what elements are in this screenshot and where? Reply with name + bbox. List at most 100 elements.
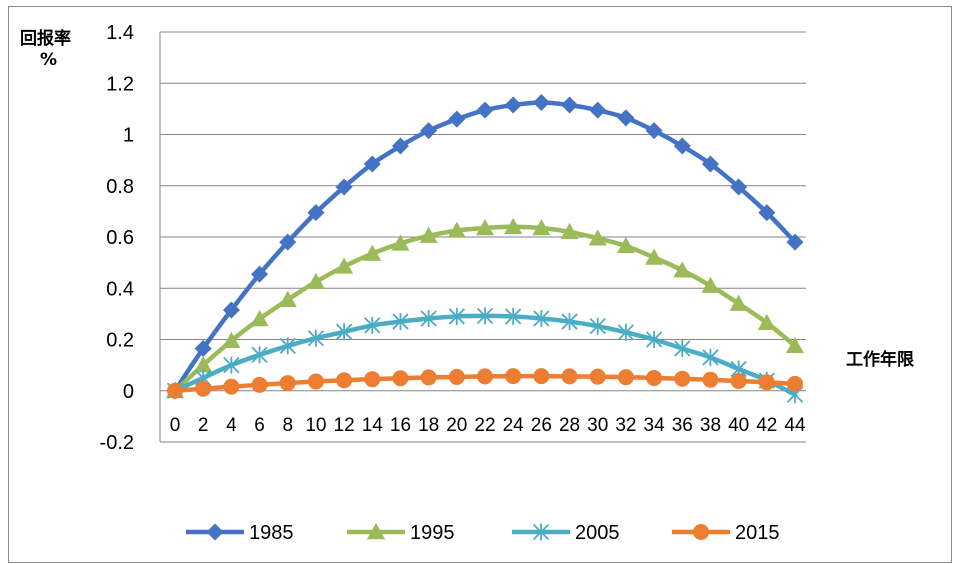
x-tick-label: 26	[531, 415, 552, 436]
point-1995	[250, 310, 269, 327]
point-2005	[617, 323, 635, 341]
legend-item-1985: 1985	[186, 522, 294, 544]
x-tick-label: 20	[446, 415, 467, 436]
point-1985	[251, 265, 269, 283]
x-tick-label: 4	[226, 415, 237, 436]
point-1995	[588, 229, 607, 246]
point-2015	[392, 370, 409, 387]
x-tick-label: 38	[700, 415, 721, 436]
point-2015	[251, 376, 268, 393]
y-tick-label: 1.2	[106, 73, 134, 95]
point-2015	[646, 369, 663, 386]
legend-marker	[367, 523, 385, 540]
point-2015	[364, 371, 381, 388]
point-2015	[730, 373, 747, 390]
point-1985	[476, 101, 494, 119]
point-1985	[448, 110, 466, 128]
point-2015	[195, 380, 212, 397]
point-2005	[251, 346, 268, 364]
point-2015	[477, 368, 493, 385]
legend: 1985 1995 2005 2015	[186, 522, 780, 544]
point-1985	[758, 204, 776, 222]
x-tick-label: 16	[390, 415, 411, 436]
x-tick-label: 12	[334, 415, 355, 436]
point-2015	[787, 375, 803, 392]
legend-marker	[532, 523, 550, 541]
point-2015	[223, 378, 240, 395]
point-2015	[336, 372, 353, 389]
legend-marker	[206, 523, 224, 541]
point-2005	[448, 307, 465, 325]
y-tick-label: 1	[123, 125, 134, 147]
point-1995	[532, 219, 551, 236]
x-tick-label: 22	[474, 415, 495, 436]
point-2015	[307, 373, 324, 390]
point-2005	[702, 348, 719, 366]
point-1995	[560, 222, 579, 240]
point-1985	[786, 233, 804, 251]
point-1995	[616, 236, 635, 254]
point-2005	[533, 309, 550, 327]
legend-label: 2005	[575, 522, 620, 544]
point-2005	[335, 323, 353, 341]
point-1995	[363, 244, 382, 261]
point-1995	[786, 336, 804, 354]
point-1985	[701, 155, 719, 173]
point-1995	[729, 294, 748, 311]
point-1995	[194, 356, 213, 373]
point-1995	[476, 219, 494, 236]
x-tick-label: 10	[305, 415, 326, 436]
series-line-1985	[172, 100, 798, 393]
x-tick-label: 8	[282, 415, 293, 436]
legend-marker	[693, 524, 709, 540]
point-1985	[561, 96, 579, 114]
point-1985	[617, 109, 635, 127]
x-tick-label: 18	[418, 415, 439, 436]
point-2005	[392, 313, 409, 331]
chart-frame	[8, 6, 952, 563]
point-1985	[673, 137, 691, 155]
y-tick-label: 0.4	[106, 278, 134, 300]
x-tick-label: 40	[728, 415, 749, 436]
x-tick-label: 30	[587, 415, 608, 436]
point-1995	[391, 234, 410, 251]
point-1995	[447, 221, 466, 238]
y-axis-unit: %	[40, 50, 58, 70]
point-2015	[279, 375, 296, 392]
point-1985	[279, 233, 297, 251]
x-tick-label: 32	[615, 415, 636, 436]
y-tick-label: 0.8	[106, 176, 134, 198]
point-1995	[701, 276, 720, 293]
point-2005	[420, 309, 437, 327]
point-1985	[730, 178, 748, 196]
point-2005	[364, 316, 381, 334]
point-1995	[673, 261, 692, 278]
legend-label: 1995	[410, 522, 455, 544]
point-1995	[645, 248, 664, 265]
x-tick-label: 34	[644, 415, 666, 436]
x-tick-label: 44	[784, 415, 806, 436]
point-1985	[335, 178, 353, 196]
point-1995	[419, 226, 438, 243]
point-2005	[589, 317, 606, 335]
x-tick-label: 36	[672, 415, 693, 436]
legend-item-1995: 1995	[347, 522, 455, 544]
y-axis-title: 回报率	[20, 29, 71, 49]
point-1985	[420, 122, 438, 140]
x-axis-title: 工作年限	[846, 350, 914, 370]
point-2015	[167, 382, 183, 399]
x-tick-label: 6	[254, 415, 265, 436]
point-1985	[391, 137, 409, 155]
x-tick-label: 14	[362, 415, 384, 436]
point-2005	[476, 307, 494, 325]
x-tick-label: 0	[170, 415, 181, 436]
point-2005	[561, 313, 578, 331]
point-1985	[589, 101, 607, 119]
legend-label: 2015	[735, 522, 780, 544]
label-layer: 1.41.210.80.60.40.20-0.20 2 4 6 8 10 12 14 16 18 2…	[100, 22, 806, 454]
point-2015	[589, 368, 606, 385]
series-layer	[166, 93, 804, 404]
point-2005	[645, 331, 663, 348]
point-2015	[448, 368, 465, 385]
